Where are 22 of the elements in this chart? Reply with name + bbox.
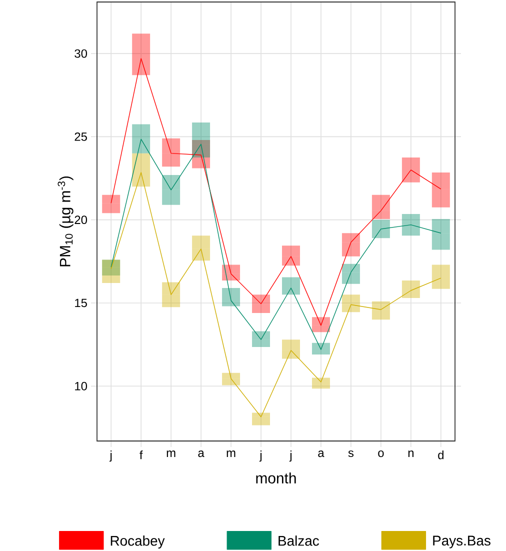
x-tick-label: m	[166, 450, 176, 457]
y-axis-title: PM$_{10}$ (µg m$^{-3}$)	[58, 176, 74, 266]
x-tick-label: s	[348, 450, 354, 458]
x-tick-label: n	[408, 450, 414, 457]
y-tick-label: 25	[74, 132, 87, 141]
x-axis-title: month	[256, 472, 296, 484]
legend-label: Rocabey	[110, 536, 165, 549]
x-tick-label: a	[198, 450, 204, 458]
x-tick-label: o	[378, 450, 384, 458]
y-tick-label: 30	[74, 49, 88, 58]
x-tick-label: j	[289, 450, 292, 462]
legend-label: Balzac	[278, 536, 319, 546]
x-tick-label: j	[259, 450, 262, 462]
x-tick-label: a	[318, 450, 324, 458]
y-tick-label: 10	[75, 382, 88, 390]
x-tick-label: f	[140, 450, 143, 460]
x-tick-label: j	[109, 450, 112, 462]
x-tick-label: d	[438, 450, 444, 460]
y-tick-label: 20	[74, 216, 88, 224]
x-tick-label: m	[226, 450, 236, 457]
y-tick-label: 15	[75, 298, 87, 308]
legend-label: Pays.Bas	[433, 536, 490, 548]
